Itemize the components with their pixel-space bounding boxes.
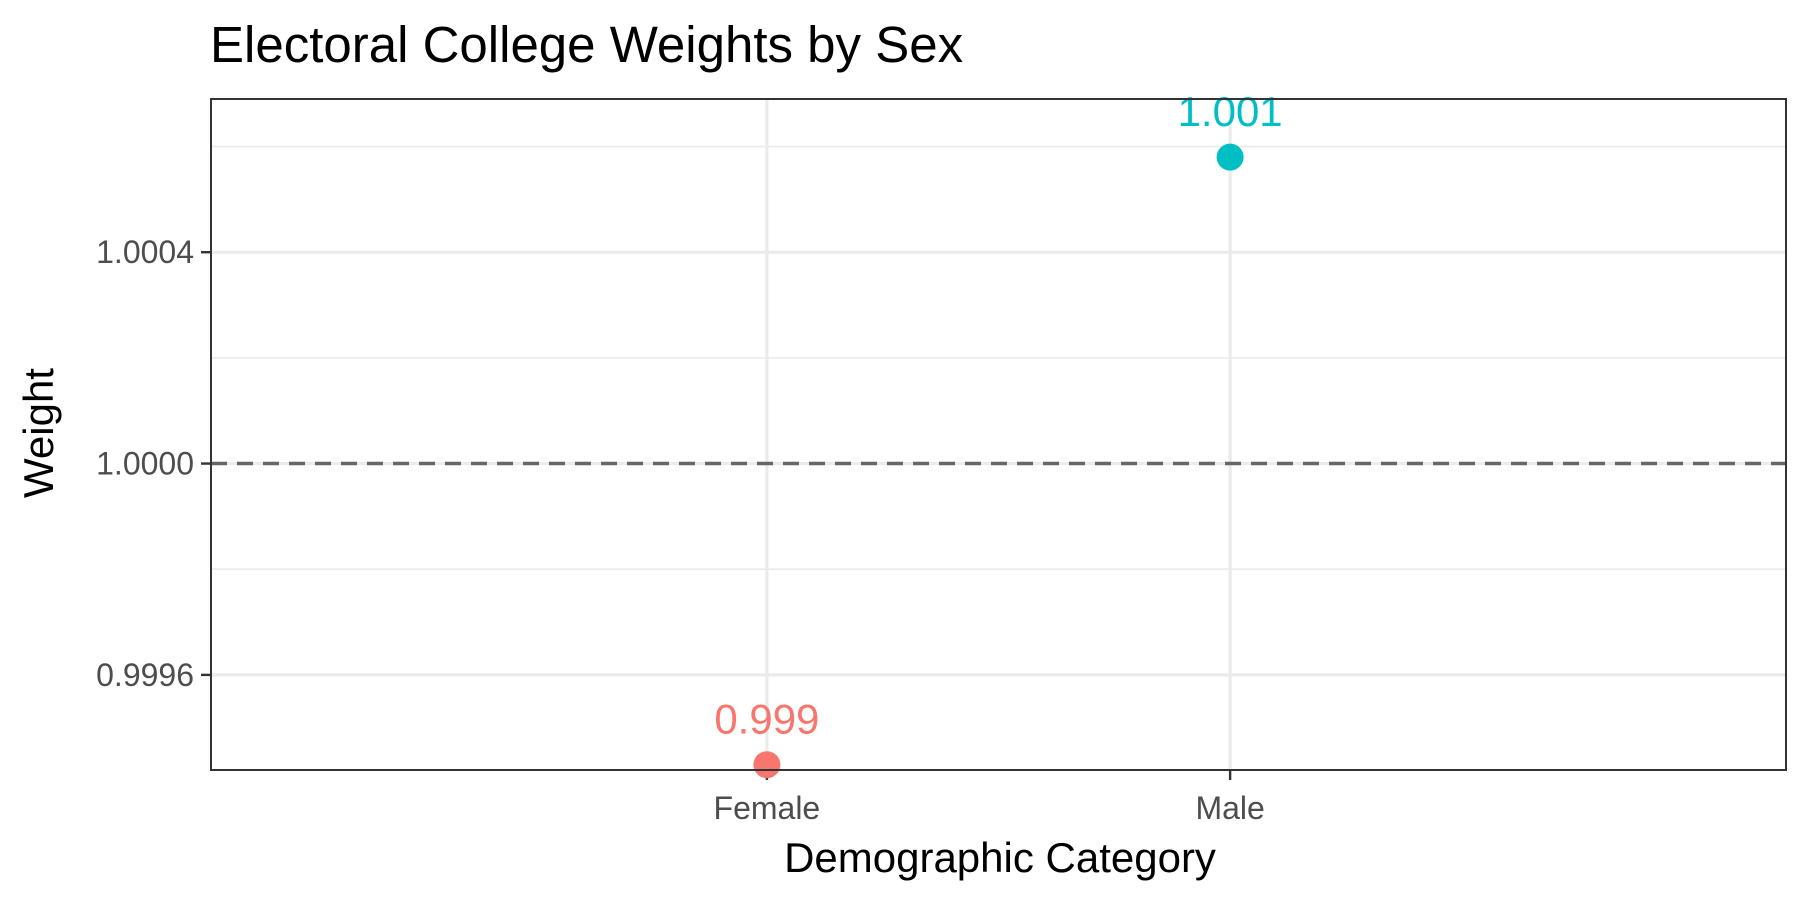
x-axis-title: Demographic Category <box>784 834 1216 881</box>
data-label: 0.999 <box>714 696 819 743</box>
y-tick-label: 1.0000 <box>96 446 194 482</box>
data-point <box>753 751 781 779</box>
y-axis-title: Weight <box>15 368 62 498</box>
y-tick-label: 0.9996 <box>96 657 194 693</box>
y-tick-label: 1.0004 <box>96 234 194 270</box>
x-tick-label: Female <box>714 790 821 826</box>
data-label: 1.001 <box>1178 88 1283 135</box>
plot-area: 0.9996 1.0000 1.0004 Female Male 0.999 1.001 <box>96 88 1787 826</box>
chart-title: Electoral College Weights by Sex <box>210 16 963 73</box>
x-tick-label: Male <box>1195 790 1264 826</box>
panel-border <box>210 98 1787 771</box>
data-point <box>1216 143 1244 171</box>
